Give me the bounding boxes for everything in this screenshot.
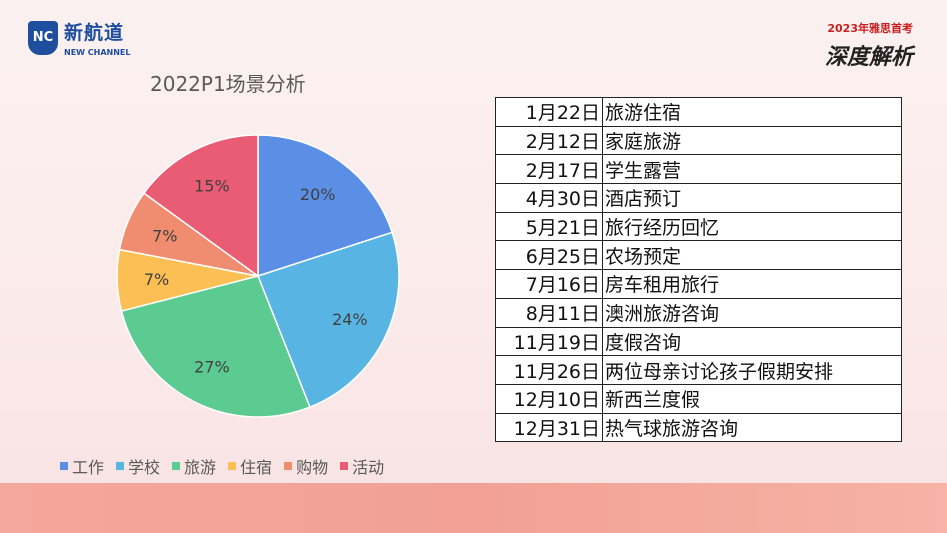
legend-swatch-icon	[228, 462, 237, 470]
legend-swatch-icon	[60, 462, 68, 470]
legend-label: 旅游	[184, 458, 217, 477]
table-row: 11月26日 两位母亲讨论孩子假期安排	[495, 355, 902, 385]
schedule-date: 4月30日	[495, 183, 603, 213]
pie-label-购物: 7%	[152, 227, 177, 246]
schedule-date: 7月16日	[495, 269, 603, 299]
schedule-event: 农场预定	[602, 240, 902, 271]
schedule-event: 热气球旅游咨询	[602, 412, 902, 443]
logo-name-cn: 新航道	[64, 22, 125, 44]
bottom-decorative-band	[0, 483, 947, 533]
schedule-date: 1月22日	[495, 97, 603, 127]
schedule-event: 房车租用旅行	[602, 269, 902, 299]
legend-item: 工作	[60, 454, 104, 478]
legend-item: 购物	[284, 454, 328, 478]
legend-item: 旅游	[172, 454, 216, 478]
header-badge: 2023年雅思首考 深度解析	[825, 20, 913, 71]
table-row: 6月25日 农场预定	[495, 240, 902, 271]
table-row: 1月22日 旅游住宿	[495, 97, 902, 127]
table-row: 4月30日 酒店预订	[495, 183, 902, 213]
schedule-table: 1月22日 旅游住宿 2月12日 家庭旅游 2月17日 学生露营 4月30日 酒店预订 5月21…	[495, 97, 902, 443]
legend-swatch-icon	[172, 462, 181, 470]
schedule-event: 度假咨询	[602, 326, 902, 357]
legend-label: 工作	[72, 458, 105, 477]
table-row: 8月11日 澳洲旅游咨询	[495, 297, 902, 328]
chart-title: 2022P1场景分析	[150, 72, 306, 96]
pie-slice-工作	[257, 134, 394, 278]
schedule-event: 旅游住宿	[602, 97, 902, 127]
schedule-event: 澳洲旅游咨询	[602, 297, 902, 328]
pie-label-旅游: 27%	[194, 357, 230, 376]
schedule-event: 学生露营	[602, 154, 902, 185]
legend-label: 住宿	[240, 458, 273, 477]
legend-swatch-icon	[284, 462, 293, 470]
table-row: 2月12日 家庭旅游	[495, 125, 902, 156]
pie-label-工作: 20%	[300, 185, 336, 204]
logo-text: 新航道 NEW CHANNEL	[64, 18, 130, 57]
legend-swatch-icon	[116, 462, 125, 470]
schedule-date: 8月11日	[495, 297, 603, 328]
schedule-event: 两位母亲讨论孩子假期安排	[602, 355, 902, 385]
schedule-event: 旅行经历回忆	[602, 211, 902, 242]
pie-slice-活动	[142, 134, 259, 278]
schedule-date: 12月10日	[495, 383, 603, 414]
table-row: 11月19日 度假咨询	[495, 326, 902, 357]
badge-title: 深度解析	[824, 45, 913, 70]
logo-shield-icon: NC	[28, 20, 58, 55]
legend-swatch-icon	[340, 462, 349, 470]
schedule-event: 酒店预订	[602, 183, 902, 213]
pie-slice-旅游	[120, 275, 311, 418]
table-row: 7月16日 房车租用旅行	[495, 269, 902, 299]
legend-item: 学校	[116, 454, 160, 478]
table-row: 2月17日 学生露营	[495, 154, 902, 185]
logo-name-en: NEW CHANNEL	[64, 48, 131, 57]
legend-label: 活动	[352, 458, 385, 477]
schedule-date: 2月17日	[495, 154, 603, 185]
pie-label-住宿: 7%	[144, 270, 169, 289]
schedule-date: 12月31日	[495, 412, 603, 443]
badge-subtitle: 2023年雅思首考	[827, 22, 913, 35]
legend-item: 住宿	[228, 454, 272, 478]
schedule-date: 5月21日	[495, 211, 603, 242]
table-row: 12月10日 新西兰度假	[495, 383, 902, 414]
logo: NC 新航道 NEW CHANNEL	[28, 18, 130, 57]
legend-label: 购物	[296, 458, 329, 477]
pie-label-学校: 24%	[332, 310, 368, 329]
schedule-event: 家庭旅游	[602, 125, 902, 156]
legend-label: 学校	[128, 458, 161, 477]
schedule-date: 11月19日	[495, 326, 603, 357]
pie-label-活动: 15%	[194, 177, 230, 196]
schedule-date: 11月26日	[495, 355, 603, 385]
table-row: 12月31日 热气球旅游咨询	[495, 412, 902, 443]
chart-legend: 工作 学校 旅游 住宿 购物 活动	[60, 454, 384, 478]
legend-item: 活动	[340, 454, 384, 478]
table-row: 5月21日 旅行经历回忆	[495, 211, 902, 242]
schedule-event: 新西兰度假	[602, 383, 902, 414]
schedule-date: 2月12日	[495, 125, 603, 156]
schedule-date: 6月25日	[495, 240, 603, 271]
